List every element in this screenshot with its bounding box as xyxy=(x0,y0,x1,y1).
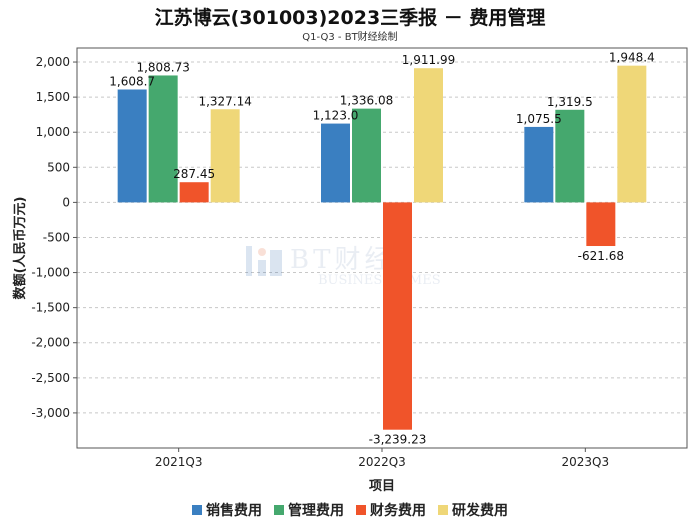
bar xyxy=(352,108,381,203)
legend-swatch xyxy=(356,505,366,515)
data-labels: 1,608.71,808.73 287.45 1,327.14 1,123.01,33… xyxy=(109,51,654,447)
data-label: -621.68 xyxy=(578,249,624,263)
x-tick-label: 2023Q3 xyxy=(562,455,610,469)
y-tick-label: -2,000 xyxy=(31,336,70,350)
y-tick-label: -3,000 xyxy=(31,406,70,420)
bar xyxy=(148,75,178,203)
bar xyxy=(617,65,647,203)
data-label: 1,808.73 xyxy=(136,60,189,74)
x-axis-title: 项目 xyxy=(369,479,395,494)
bar xyxy=(555,109,585,203)
legend-swatch xyxy=(192,505,202,515)
y-tick-label: -1,500 xyxy=(31,301,70,315)
y-tick-label: -2,500 xyxy=(31,371,70,385)
bar xyxy=(414,68,443,203)
y-tick-label: 500 xyxy=(47,160,70,174)
legend-swatch xyxy=(274,505,284,515)
data-label: 1,123.0 xyxy=(313,109,359,123)
y-tick-label: -500 xyxy=(43,230,70,244)
x-tick-label: 2022Q3 xyxy=(358,455,406,469)
x-axis-ticks: 2021Q3 2022Q3 2023Q3 xyxy=(155,448,609,469)
data-label: -3,239.23 xyxy=(369,433,427,447)
bar xyxy=(179,182,209,203)
legend-item: 销售费用 xyxy=(192,500,262,520)
legend-swatch xyxy=(438,505,448,515)
watermark-logo-bar xyxy=(246,246,252,276)
bars xyxy=(117,65,647,430)
y-tick-label: 0 xyxy=(62,195,70,209)
bar-chart: BT财经 BUSINESS TIMES 1,608.71,808.73 287.4… xyxy=(12,47,688,494)
y-tick-label: 1,500 xyxy=(36,90,70,104)
y-tick-label: 1,000 xyxy=(36,125,70,139)
watermark-logo-bar-2 xyxy=(258,260,266,276)
data-label: 1,075.5 xyxy=(516,112,562,126)
data-label: 1,327.14 xyxy=(198,94,251,108)
bar xyxy=(586,202,616,247)
y-tick-label: -1,000 xyxy=(31,266,70,280)
data-label: 1,319.5 xyxy=(547,95,593,109)
legend-label: 销售费用 xyxy=(206,503,262,519)
watermark-main: BT财经 xyxy=(290,245,394,275)
plot-frame xyxy=(76,47,688,449)
watermark-logo-dot xyxy=(258,248,266,256)
legend-item: 管理费用 xyxy=(274,500,344,520)
y-tick-label: 2,000 xyxy=(36,55,70,69)
watermark-sub: BUSINESS TIMES xyxy=(318,273,441,288)
data-label: 1,608.7 xyxy=(109,74,155,88)
legend: 销售费用 管理费用 财务费用 研发费用 xyxy=(0,500,700,520)
y-axis-title: 数额(人民币万元) xyxy=(12,197,28,300)
bar xyxy=(524,126,554,203)
bar xyxy=(383,202,412,430)
legend-item: 研发费用 xyxy=(438,500,508,520)
bar xyxy=(210,109,240,203)
watermark-logo-bar-3 xyxy=(270,250,282,276)
legend-label: 财务费用 xyxy=(370,503,426,519)
data-label: 1,911.99 xyxy=(402,53,455,67)
legend-label: 管理费用 xyxy=(288,503,344,519)
data-label: 1,948.4 xyxy=(609,51,655,65)
data-label: 1,336.08 xyxy=(340,94,393,108)
y-axis-ticks: 2,000 1,500 1,000 500 0 -500 -1,000 -1,500 -2,00… xyxy=(31,55,77,420)
chart-title: 江苏博云(301003)2023三季报 － 费用管理 xyxy=(154,7,546,29)
bar xyxy=(117,89,147,203)
bar xyxy=(321,123,350,203)
legend-item: 财务费用 xyxy=(356,500,426,520)
legend-label: 研发费用 xyxy=(452,503,508,519)
data-label: 287.45 xyxy=(173,167,215,181)
x-tick-label: 2021Q3 xyxy=(155,455,203,469)
chart-subtitle: Q1-Q3 - BT财经绘制 xyxy=(302,32,398,43)
